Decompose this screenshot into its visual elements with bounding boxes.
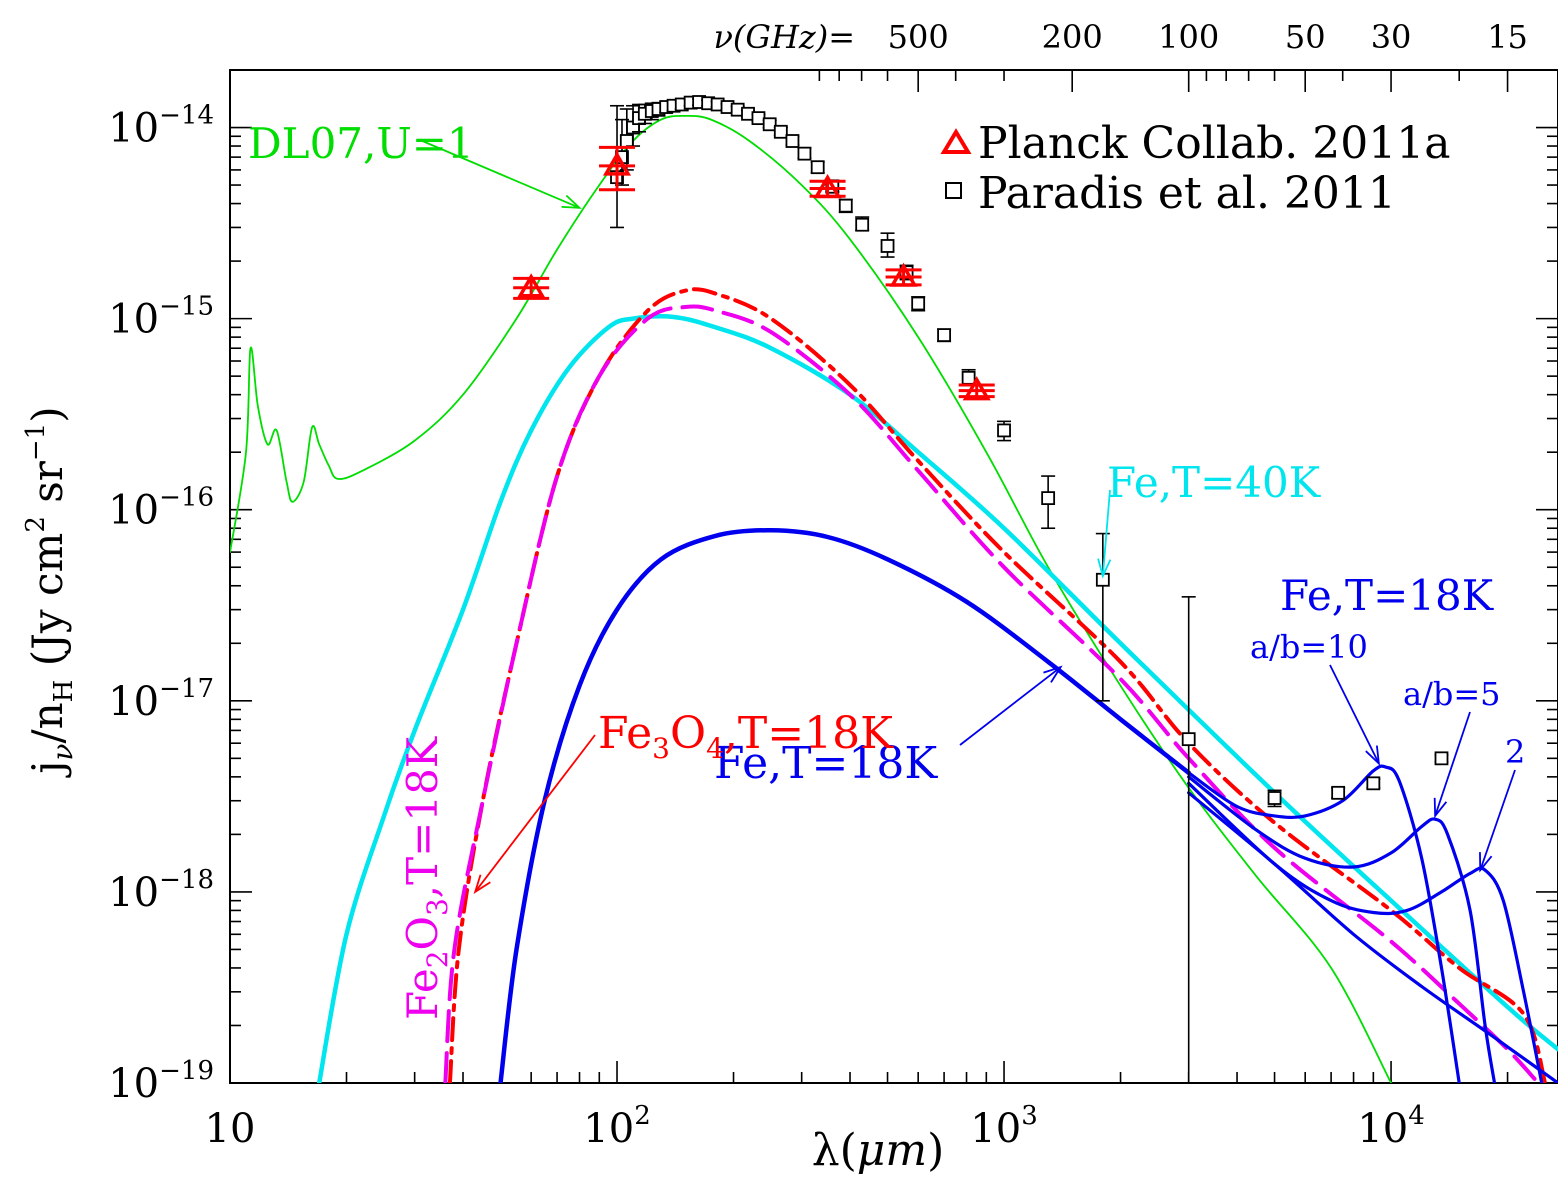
planck-point bbox=[813, 173, 842, 199]
series-line-7 bbox=[1187, 781, 1544, 1083]
top-tick-label: 100 bbox=[1158, 18, 1219, 56]
series-line-0 bbox=[230, 114, 1392, 1083]
x-tick-label: 10 bbox=[205, 1106, 256, 1152]
top-tick-label: 50 bbox=[1285, 18, 1326, 56]
paradis-point bbox=[880, 239, 895, 253]
legend-planck-marker bbox=[940, 128, 972, 154]
planck-point bbox=[889, 262, 918, 287]
series-line-6 bbox=[1187, 775, 1497, 1083]
paradis-point bbox=[1366, 776, 1381, 791]
top-axis-label: ν(GHz)= bbox=[713, 18, 855, 56]
arrow-fe18a bbox=[959, 666, 1062, 746]
arrow-dl07 bbox=[419, 139, 580, 209]
label-dl07: DL07,U=1 bbox=[248, 119, 474, 168]
series-line-4 bbox=[498, 528, 1191, 1083]
series-line-3 bbox=[443, 304, 1541, 1083]
paradis-point bbox=[855, 217, 870, 232]
label-ab-10: a/b=10 bbox=[1250, 628, 1368, 666]
arrowhead-ab10 bbox=[1365, 745, 1381, 766]
paradis-point bbox=[785, 134, 800, 148]
y-tick-label: 10−16 bbox=[108, 483, 214, 534]
arrowhead-fe3o4 bbox=[473, 874, 491, 894]
arrowhead-ab5 bbox=[1433, 797, 1448, 819]
planck-points bbox=[513, 145, 995, 401]
arrowhead-fe18a bbox=[1043, 665, 1063, 683]
paradis-point bbox=[773, 124, 788, 139]
x-tick-label: 104 bbox=[1357, 1101, 1424, 1152]
arrowhead-ab2 bbox=[1479, 852, 1493, 873]
arrow-ab10 bbox=[1329, 664, 1380, 764]
top-tick-label: 200 bbox=[1042, 18, 1103, 56]
planck-point bbox=[602, 151, 632, 176]
y-tick-label: 10−17 bbox=[108, 674, 214, 725]
paradis-point bbox=[911, 296, 926, 311]
y-tick-label: 10−18 bbox=[108, 865, 214, 916]
series-line-2 bbox=[447, 287, 1548, 1083]
planck-point bbox=[962, 376, 991, 401]
arrow-fe3o4 bbox=[474, 734, 596, 893]
annotation-arrows bbox=[419, 139, 1516, 894]
label-ab-2: 2 bbox=[1505, 733, 1525, 771]
series-line-5 bbox=[1187, 764, 1461, 1083]
arrow-fe40 bbox=[1101, 489, 1111, 577]
paradis-point bbox=[838, 198, 853, 213]
arrowhead-fe40 bbox=[1097, 558, 1112, 579]
paradis-point bbox=[751, 111, 766, 126]
arrow-ab2 bbox=[1479, 769, 1516, 871]
x-axis-label: λ(μm) bbox=[812, 1125, 945, 1176]
y-tick-label: 10−15 bbox=[108, 292, 214, 343]
y-tick-label: 10−14 bbox=[108, 101, 214, 152]
x-tick-label: 102 bbox=[583, 1101, 650, 1152]
paradis-point bbox=[810, 160, 825, 175]
label-fe-18k-curve: Fe,T=18K bbox=[714, 738, 938, 789]
plot-frame bbox=[229, 69, 1558, 1084]
label-fe3o4: Fe3O4,T=18K bbox=[598, 708, 894, 765]
legend-planck-label: Planck Collab. 2011a bbox=[978, 118, 1450, 169]
paradis-point bbox=[1267, 791, 1282, 805]
label-ab-5: a/b=5 bbox=[1403, 675, 1501, 713]
paradis-point bbox=[1041, 491, 1056, 506]
paradis-point bbox=[937, 328, 951, 342]
paradis-point bbox=[797, 146, 812, 161]
axis-ticks bbox=[229, 69, 1558, 1084]
paradis-point bbox=[1434, 751, 1449, 766]
y-axis-label: jν/nH (Jy cm2 sr−1) bbox=[21, 406, 79, 778]
series-line-8 bbox=[1187, 791, 1558, 1083]
paradis-point bbox=[762, 117, 777, 132]
legend-paradis-marker bbox=[945, 182, 962, 199]
label-fe-18k-shapes: Fe,T=18K bbox=[1280, 571, 1495, 620]
top-tick-label: 15 bbox=[1487, 18, 1528, 56]
legend: Planck Collab. 2011a Paradis et al. 2011 bbox=[940, 118, 1450, 219]
arrow-ab5 bbox=[1434, 711, 1471, 817]
y-tick-labels: 10−19 10−18 10−17 10−16 10−15 10−14 bbox=[108, 101, 214, 1107]
label-fe-40k: Fe,T=40K bbox=[1107, 458, 1322, 507]
top-tick-label: 30 bbox=[1371, 18, 1412, 56]
x-tick-label: 103 bbox=[970, 1101, 1037, 1152]
top-axis-labels: 500 200 100 50 30 15 bbox=[888, 18, 1528, 56]
legend-paradis-label: Paradis et al. 2011 bbox=[978, 168, 1396, 219]
label-fe2o3: Fe2O3,T=18K bbox=[398, 735, 454, 1020]
paradis-point bbox=[997, 423, 1011, 438]
y-tick-label: 10−19 bbox=[108, 1056, 214, 1107]
x-tick-labels: 10 102 103 104 bbox=[205, 1101, 1425, 1152]
arrowhead-dl07 bbox=[561, 194, 582, 209]
paradis-point bbox=[619, 134, 634, 148]
paradis-point bbox=[1331, 785, 1346, 800]
top-tick-label: 500 bbox=[888, 18, 949, 56]
planck-point bbox=[517, 273, 546, 298]
paradis-point bbox=[1181, 732, 1196, 747]
paradis-point bbox=[961, 370, 976, 385]
